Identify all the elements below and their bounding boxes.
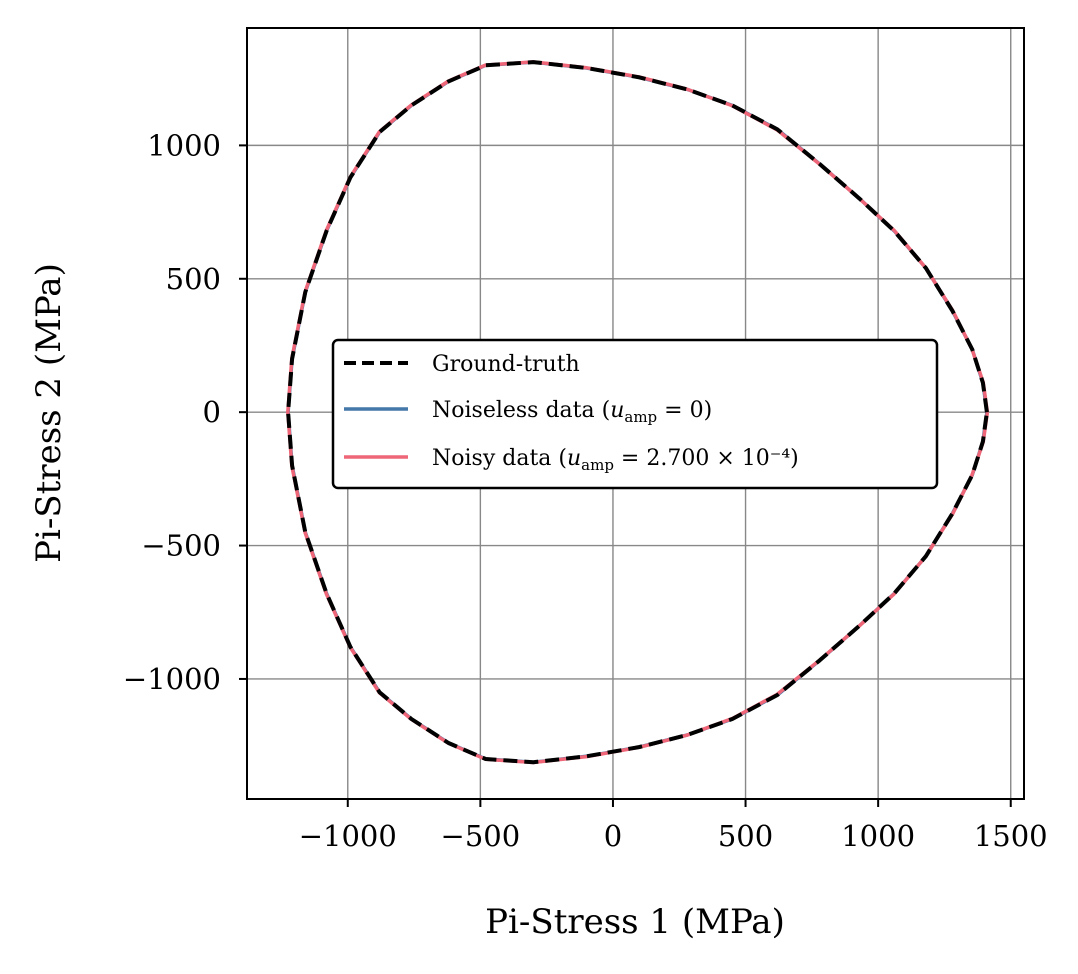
legend-label-var: u xyxy=(610,398,624,423)
y-tick-label: 500 xyxy=(166,262,221,296)
ticks: −1000 −500 0 500 1000 1500 −1000 −500 0 500 1000 xyxy=(123,128,1048,853)
x-axis-label: Pi-Stress 1 (MPa) xyxy=(485,902,785,942)
axes-frame xyxy=(246,27,1025,800)
x-tick-label: 0 xyxy=(604,819,622,853)
legend-label-var: u xyxy=(567,446,581,471)
legend-label: Noisy data (uamp = 2.700 × 10⁻⁴) xyxy=(432,446,799,474)
x-tick-label: 1500 xyxy=(974,819,1048,853)
y-tick-label: −500 xyxy=(141,529,221,563)
legend-label-sub: amp xyxy=(581,456,614,474)
x-tick-label: −1000 xyxy=(299,819,397,853)
legend-label-prefix: Ground-truth xyxy=(432,352,580,377)
legend-box xyxy=(331,338,939,490)
legend-label-suffix: = 2.700 × 10⁻⁴) xyxy=(614,446,799,471)
y-tick-label: 0 xyxy=(203,395,221,429)
y-tick-label: 1000 xyxy=(147,128,221,162)
x-tick-label: −500 xyxy=(441,819,521,853)
y-axis-label: Pi-Stress 2 (MPa) xyxy=(29,263,69,563)
series-layer xyxy=(286,60,990,765)
legend-label-suffix: = 0) xyxy=(657,398,712,423)
legend-label-prefix: Noisy data ( xyxy=(432,446,567,471)
legend-label: Ground-truth xyxy=(432,352,580,377)
legend-label: Noiseless data (uamp = 0) xyxy=(432,398,712,426)
series-line-ground-truth xyxy=(286,60,989,765)
x-tick-label: 1000 xyxy=(841,819,915,853)
legend-label-prefix: Noiseless data ( xyxy=(432,398,610,423)
y-tick-label: −1000 xyxy=(123,662,221,696)
x-tick-label: 500 xyxy=(718,819,773,853)
legend-label-sub: amp xyxy=(624,408,657,426)
